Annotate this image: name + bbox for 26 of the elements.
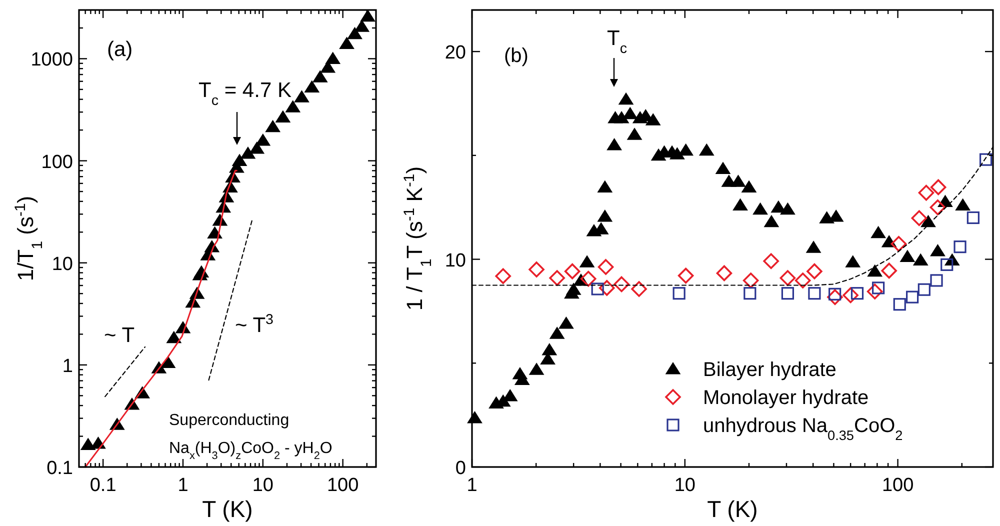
annotation: (a) (107, 38, 133, 61)
annotation: ~ T$^{3}$ (235, 312, 274, 337)
annotation: T$_{c}$ (607, 27, 627, 57)
x-tick-label: 100 (326, 475, 359, 496)
x-tick-label: 0.1 (90, 475, 116, 496)
annotation: ~ T (104, 324, 135, 347)
annotation: (b) (504, 45, 528, 67)
text: Superconducting Na$_{x}$(H$_{3}$O)$_{z}$CoO$_{2}$ - yH$_{2}$O (169, 412, 332, 462)
y-tick-label: 0.1 (46, 458, 73, 479)
y-tick-label: 20 (444, 42, 466, 64)
legend-label: Monolayer hydrate (703, 387, 869, 409)
annotation: T$_{c}$ = 4.7 K (198, 79, 292, 109)
y-tick-label: 1000 (30, 50, 73, 71)
x-axis-title: T (K) (707, 496, 758, 522)
y-tick-label: 1 (62, 356, 73, 377)
y-tick-label: 0 (455, 458, 466, 479)
y-tick-label: 10 (444, 250, 466, 272)
x-tick-label: 100 (882, 475, 914, 496)
x-tick-label: 1 (178, 475, 188, 496)
y-tick-label: 10 (52, 254, 73, 275)
legend-label: Bilayer hydrate (703, 359, 836, 381)
y-tick-label: 100 (41, 152, 73, 173)
x-tick-label: 10 (252, 475, 274, 496)
legend-label: unhydrous Na$_{0.35}$CoO$_{2}$ (703, 415, 903, 442)
x-tick-label: 10 (674, 475, 696, 496)
x-axis-title: T (K) (202, 496, 253, 522)
